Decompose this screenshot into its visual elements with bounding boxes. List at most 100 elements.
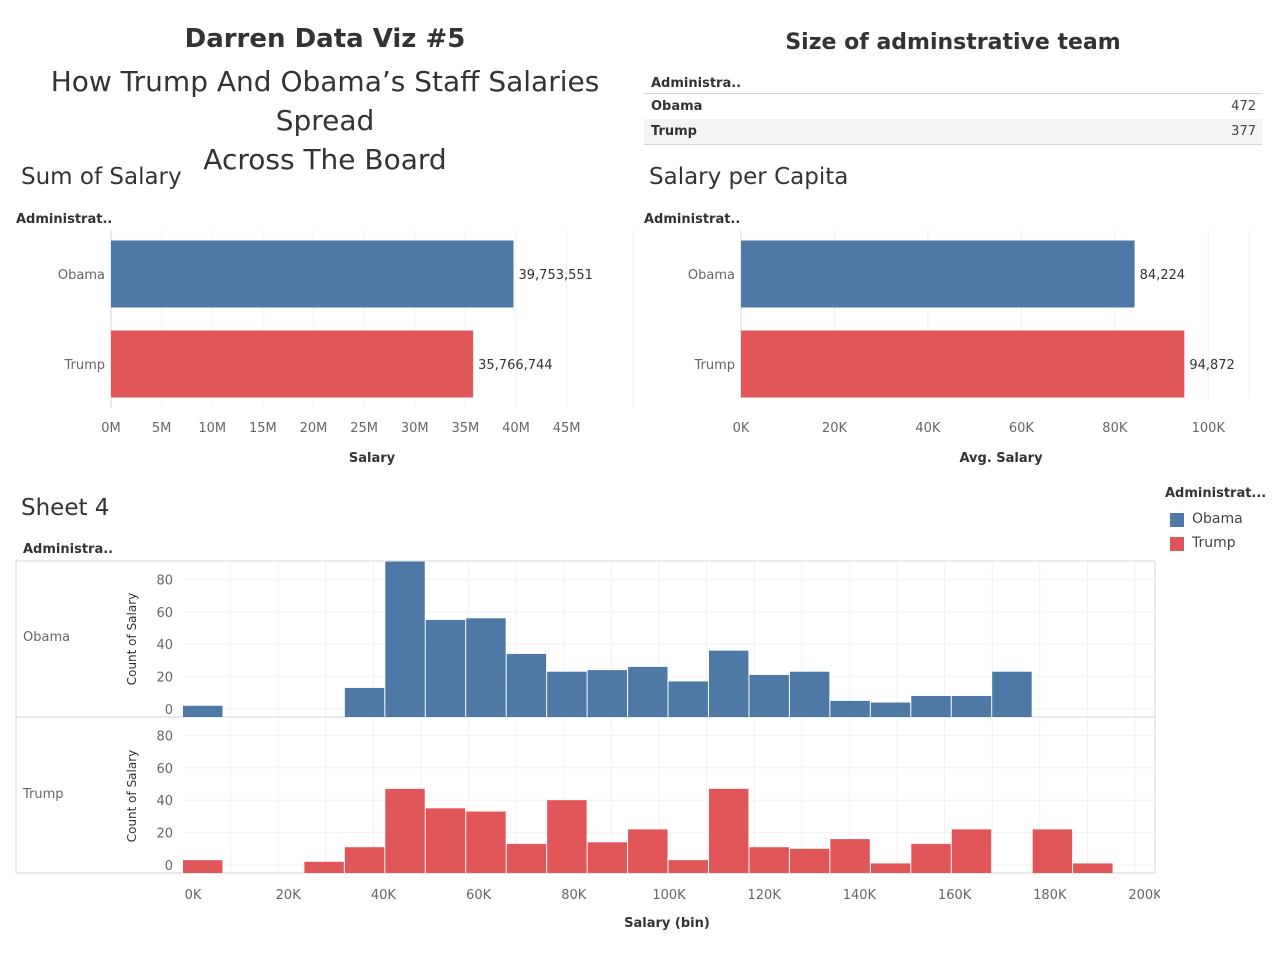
histogram-bar-obama — [992, 671, 1032, 717]
data-label: 39,753,551 — [519, 268, 593, 283]
team-row-value: 472 — [1231, 99, 1256, 114]
x-tick-label: 40M — [502, 421, 530, 436]
x-axis-title: Avg. Salary — [959, 451, 1043, 466]
x-tick-label: 10M — [198, 421, 226, 436]
y-tick-label: 0 — [165, 859, 173, 874]
histogram-bar-trump — [587, 842, 628, 873]
histogram-bar-obama — [668, 681, 708, 717]
histogram-bar-trump — [547, 800, 587, 873]
y-tick-label: 80 — [156, 573, 173, 588]
histogram-bar-trump — [951, 829, 992, 873]
per-capita-chart: 0K 20K 40K 60K 80K 100K Obama 84,224 Trump 94,872… — [688, 230, 1250, 466]
y-tick-label: 0 — [165, 703, 173, 718]
data-label: 94,872 — [1189, 358, 1235, 373]
team-column-header: Administra.. — [651, 76, 742, 91]
histogram-bar-obama — [628, 666, 668, 717]
team-table-divider — [644, 93, 1262, 94]
x-tick-label: 40K — [371, 888, 397, 903]
team-row-obama: Obama 472 — [644, 94, 1262, 119]
x-tick-label: 60K — [1009, 421, 1035, 436]
x-tick-label: 20M — [300, 421, 328, 436]
histogram-bar-obama — [911, 696, 951, 717]
sum-salary-row-header: Administrat.. — [16, 212, 113, 227]
histogram-bar-trump — [830, 839, 870, 873]
team-row-value: 377 — [1231, 124, 1256, 139]
dashboard-subtitle: How Trump And Obama’s Staff Salaries Spr… — [0, 62, 650, 179]
histogram-bar-trump — [466, 811, 506, 873]
histogram-bar-trump — [506, 843, 547, 873]
subtitle-line-1: How Trump And Obama’s Staff Salaries Spr… — [50, 65, 600, 137]
histogram-bar-obama — [506, 653, 547, 717]
row-label-trump: Trump — [22, 787, 64, 802]
histogram-bar-trump — [1073, 863, 1113, 873]
histogram-bar-obama — [870, 702, 911, 717]
histogram-bar-trump — [425, 808, 466, 873]
histogram-bar-trump — [911, 843, 951, 873]
y-tick-label: 40 — [156, 638, 173, 653]
row-label-obama: Obama — [23, 630, 70, 645]
histogram-bar-obama — [425, 619, 466, 717]
histogram-bar-obama — [951, 696, 992, 717]
x-tick-label: 45M — [553, 421, 581, 436]
y-tick-label: 20 — [156, 827, 173, 842]
x-tick-label: 25M — [350, 421, 378, 436]
histogram-bar-obama — [708, 650, 749, 717]
x-axis-title: Salary (bin) — [624, 916, 710, 931]
x-tick-label: 80K — [561, 888, 587, 903]
histogram-bar-trump — [1032, 829, 1073, 873]
histogram-bar-obama — [830, 700, 870, 717]
team-row-name: Trump — [651, 124, 697, 139]
x-tick-label: 30M — [401, 421, 429, 436]
y-axis-title: Count of Salary — [125, 593, 139, 686]
category-label: Trump — [63, 358, 105, 373]
legend-label: Trump — [1192, 535, 1236, 551]
team-row-trump: Trump 377 — [644, 119, 1262, 144]
x-axis-title: Salary — [349, 451, 396, 466]
data-label: 84,224 — [1140, 268, 1186, 283]
bar-trump — [111, 330, 474, 398]
sum-salary-chart: 0M 5M 10M 15M 20M 25M 30M 35M 40M 45M Obama 39,753,… — [58, 230, 634, 466]
y-tick-label: 80 — [156, 729, 173, 744]
histogram-bar-trump — [344, 847, 385, 873]
data-label: 35,766,744 — [478, 358, 552, 373]
histogram-bar-obama — [749, 674, 789, 717]
x-tick-label: 5M — [152, 421, 172, 436]
dashboard-title: Darren Data Viz #5 — [184, 24, 466, 54]
x-tick-label: 0M — [101, 421, 121, 436]
bar-obama — [111, 240, 514, 308]
histogram-bar-trump — [628, 829, 668, 873]
x-tick-label: 35M — [451, 421, 479, 436]
bar-obama — [741, 240, 1135, 308]
subtitle-line-2: Across The Board — [203, 143, 447, 176]
legend-swatch-trump — [1170, 537, 1184, 551]
histogram-bar-trump — [183, 860, 223, 873]
y-tick-label: 60 — [156, 606, 173, 621]
y-tick-label: 20 — [156, 671, 173, 686]
x-tick-label: 180K — [1033, 888, 1067, 903]
bar-trump — [741, 330, 1185, 398]
category-label: Obama — [58, 268, 105, 283]
histogram-row-header: Administra.. — [23, 542, 114, 557]
x-tick-label: 200K — [1128, 888, 1160, 903]
legend-title: Administrat... — [1165, 486, 1267, 501]
x-tick-label: 40K — [915, 421, 941, 436]
histogram-bar-obama — [547, 671, 587, 717]
team-table-bottom-border — [644, 144, 1262, 145]
legend-swatch-obama — [1170, 513, 1184, 527]
x-tick-label: 140K — [843, 888, 877, 903]
per-capita-row-header: Administrat.. — [644, 212, 741, 227]
histogram-bar-trump — [668, 860, 708, 873]
x-tick-label: 20K — [822, 421, 848, 436]
histogram-bar-obama — [789, 671, 830, 717]
histogram-bar-obama — [183, 705, 223, 717]
histogram-bar-trump — [789, 848, 830, 873]
x-tick-label: 120K — [748, 888, 782, 903]
y-axis-title: Count of Salary — [125, 750, 139, 843]
x-tick-label: 20K — [276, 888, 302, 903]
histogram-bar-obama — [344, 687, 385, 717]
legend-label: Obama — [1192, 511, 1243, 527]
sum-salary-title: Sum of Salary — [21, 164, 182, 190]
histogram-bar-obama — [587, 670, 628, 717]
histogram-bar-obama — [385, 561, 425, 717]
x-tick-label: 0K — [733, 421, 750, 436]
